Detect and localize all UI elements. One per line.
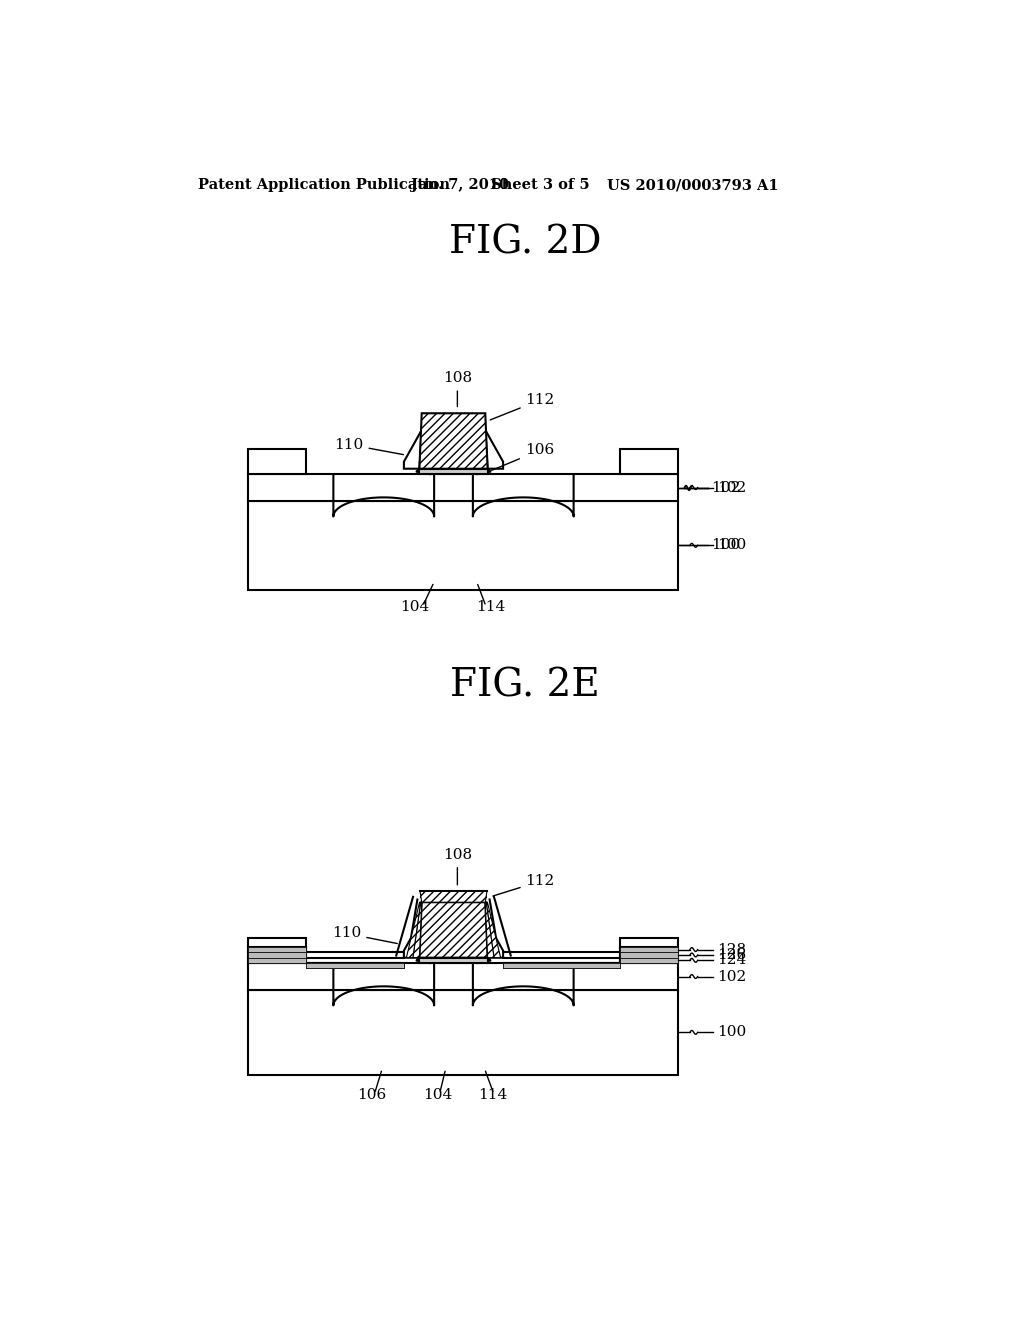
Bar (503, 964, 621, 969)
Polygon shape (486, 903, 501, 958)
Bar (306, 964, 403, 969)
Text: Sheet 3 of 5: Sheet 3 of 5 (490, 178, 590, 193)
Text: 108: 108 (442, 371, 472, 407)
Polygon shape (485, 919, 503, 958)
Bar (248, 939, 306, 964)
Text: FIG. 2E: FIG. 2E (450, 668, 600, 705)
Polygon shape (407, 903, 421, 958)
Polygon shape (403, 919, 422, 958)
Text: 100: 100 (717, 539, 746, 552)
Text: 112: 112 (490, 393, 555, 420)
Polygon shape (420, 903, 487, 958)
Bar (621, 952, 678, 958)
Text: 102: 102 (717, 480, 746, 495)
Text: 114: 114 (477, 1088, 507, 1102)
Text: 102: 102 (717, 969, 746, 983)
Bar (621, 958, 678, 964)
Text: 108: 108 (442, 849, 472, 884)
Bar (420, 958, 487, 964)
Polygon shape (413, 903, 422, 958)
Bar (248, 502, 678, 590)
Text: 100: 100 (717, 1026, 746, 1039)
Bar (420, 469, 487, 474)
Text: 110: 110 (335, 437, 403, 454)
Bar (306, 964, 403, 969)
Bar (248, 946, 306, 952)
Text: 114: 114 (476, 601, 505, 614)
Bar (621, 939, 678, 964)
Polygon shape (420, 891, 486, 903)
Bar (621, 946, 678, 952)
Text: 102: 102 (711, 480, 740, 495)
Text: 104: 104 (423, 1088, 453, 1102)
Bar (503, 964, 621, 969)
Text: 106: 106 (357, 1088, 387, 1102)
Text: US 2010/0003793 A1: US 2010/0003793 A1 (607, 178, 778, 193)
Polygon shape (403, 430, 422, 469)
Text: 110: 110 (332, 927, 397, 944)
Text: 112: 112 (493, 874, 555, 896)
Text: 104: 104 (400, 601, 429, 614)
Text: 100: 100 (711, 539, 740, 552)
Text: 128: 128 (717, 942, 746, 957)
Bar (503, 964, 621, 969)
Bar (248, 958, 306, 964)
Polygon shape (420, 413, 487, 469)
Text: FIG. 2D: FIG. 2D (449, 224, 601, 261)
Bar (248, 990, 678, 1074)
Bar (621, 450, 678, 474)
Text: Jan. 7, 2010: Jan. 7, 2010 (411, 178, 509, 193)
Text: 126: 126 (717, 948, 746, 962)
Text: Patent Application Publication: Patent Application Publication (198, 178, 450, 193)
Polygon shape (485, 430, 503, 469)
Bar (248, 474, 678, 502)
Bar (248, 450, 306, 474)
Bar (306, 964, 403, 969)
Polygon shape (485, 903, 495, 958)
Bar (248, 952, 306, 958)
Text: 124: 124 (717, 953, 746, 968)
Text: 106: 106 (492, 444, 554, 470)
Bar (248, 964, 678, 990)
